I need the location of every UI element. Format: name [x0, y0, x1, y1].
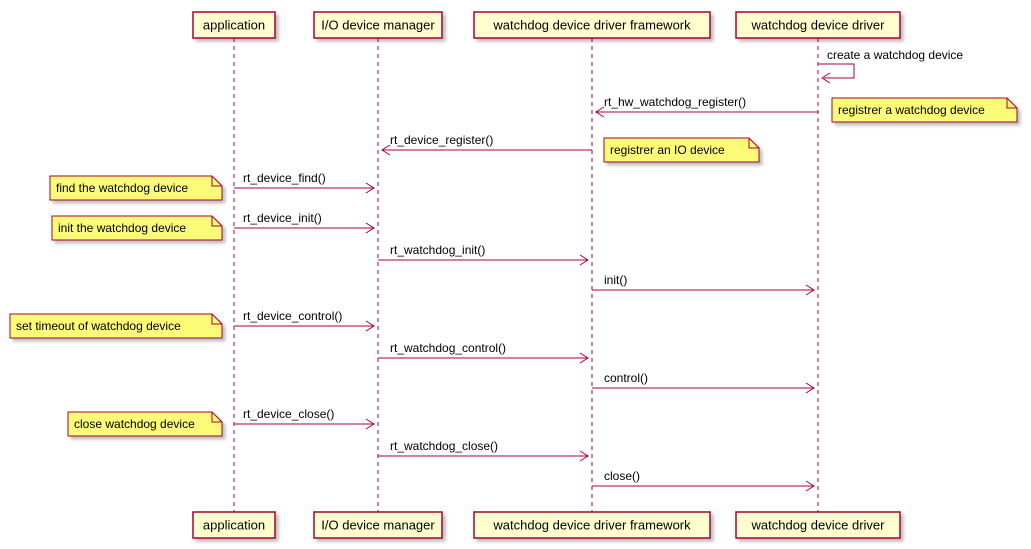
message-text-5: rt_watchdog_init()	[390, 243, 485, 257]
note-text-4: set timeout of watchdog device	[16, 319, 181, 333]
message-text-7: rt_device_control()	[243, 309, 342, 323]
arrow-0	[818, 64, 854, 78]
note-text-1: registrer an IO device	[610, 143, 725, 157]
message-text-3: rt_device_find()	[243, 171, 326, 185]
note-text-2: find the watchdog device	[56, 181, 188, 195]
participant-label-app: application	[203, 517, 265, 532]
participant-label-drv: watchdog device driver	[751, 517, 886, 532]
participant-label-fw: watchdog device driver framework	[492, 17, 691, 32]
note-text-5: close watchdog device	[74, 417, 195, 431]
message-text-1: rt_hw_watchdog_register()	[604, 95, 746, 109]
participant-label-io: I/O device manager	[321, 517, 435, 532]
participant-label-drv: watchdog device driver	[751, 17, 886, 32]
participant-label-io: I/O device manager	[321, 17, 435, 32]
participant-label-app: application	[203, 17, 265, 32]
message-text-0: create a watchdog device	[827, 48, 963, 62]
note-text-3: init the watchdog device	[58, 221, 186, 235]
message-text-8: rt_watchdog_control()	[390, 341, 506, 355]
message-text-11: rt_watchdog_close()	[390, 439, 498, 453]
message-text-12: close()	[604, 469, 640, 483]
message-text-4: rt_device_init()	[243, 211, 322, 225]
message-text-6: init()	[604, 273, 627, 287]
message-text-10: rt_device_close()	[243, 407, 334, 421]
note-text-0: registrer a watchdog device	[838, 103, 985, 117]
message-text-9: control()	[604, 371, 648, 385]
sequence-diagram: application I/O device manager watchdog de…	[0, 0, 1031, 549]
participant-label-fw: watchdog device driver framework	[492, 517, 691, 532]
message-text-2: rt_device_register()	[390, 133, 493, 147]
